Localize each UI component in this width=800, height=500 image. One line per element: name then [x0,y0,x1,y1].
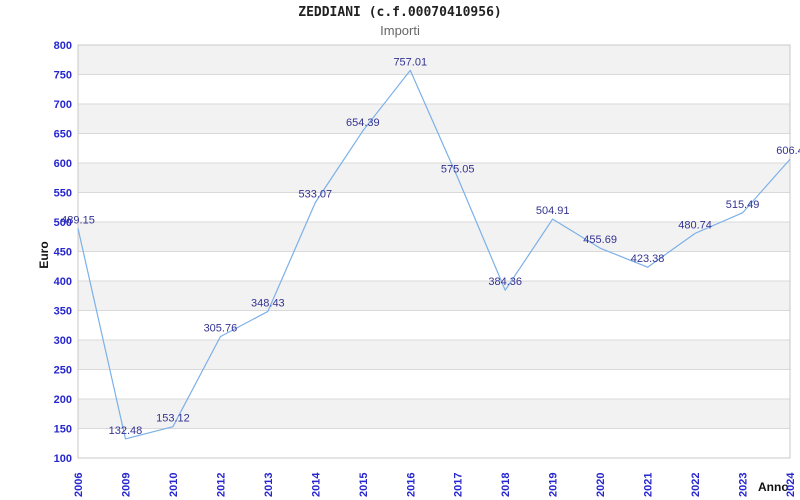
y-tick-label: 700 [54,99,72,111]
plot-band [78,104,790,134]
plot-band [78,340,790,370]
data-point-label: 533.07 [299,188,333,200]
y-tick-label: 800 [54,40,72,52]
y-tick-label: 600 [54,158,72,170]
y-tick-label: 300 [54,335,72,347]
data-point-label: 515.49 [726,199,760,211]
y-tick-label: 550 [54,188,72,200]
data-point-label: 575.05 [441,164,475,176]
x-tick-label: 2024 [785,472,797,497]
y-tick-label: 450 [54,247,72,259]
data-point-label: 384.36 [488,276,522,288]
x-tick-label: 2009 [120,473,132,497]
x-tick-label: 2012 [215,473,227,497]
y-tick-label: 200 [54,394,72,406]
data-point-label: 504.91 [536,205,570,217]
data-point-label: 606.4 [776,145,800,157]
x-tick-label: 2022 [690,473,702,497]
y-tick-label: 150 [54,424,72,436]
x-tick-label: 2019 [548,473,560,497]
plot-band [78,163,790,193]
y-tick-label: 350 [54,306,72,318]
x-tick-label: 2016 [405,473,417,497]
data-point-label: 489.15 [61,214,95,226]
chart-subtitle: Importi [380,23,420,38]
data-line [77,69,791,440]
data-point-label: 757.01 [393,56,427,68]
y-tick-label: 500 [54,217,72,229]
x-axis-title: Anno [758,480,789,494]
data-point-label: 455.69 [583,234,617,246]
x-tick-label: 2014 [310,472,322,497]
y-tick-label: 250 [54,365,72,377]
y-tick-label: 100 [54,453,72,465]
data-point-label: 654.39 [346,117,380,129]
chart-title: ZEDDIANI (c.f.00070410956) [298,5,502,20]
data-point-label: 348.43 [251,297,285,309]
data-point-label: 153.12 [156,413,190,425]
x-tick-label: 2023 [738,473,750,497]
x-tick-label: 2015 [358,473,370,497]
plot-band [78,45,790,75]
plot-border [77,44,791,459]
x-tick-label: 2006 [73,473,85,497]
data-point-label: 132.48 [109,425,143,437]
plot-band [78,399,790,429]
x-tick-label: 2018 [500,473,512,497]
y-tick-label: 650 [54,129,72,141]
plot-band [78,222,790,252]
y-tick-label: 750 [54,70,72,82]
x-tick-label: 2021 [643,473,655,497]
x-tick-label: 2017 [453,473,465,497]
x-tick-label: 2010 [168,473,180,497]
data-point-label: 305.76 [204,323,238,335]
x-tick-label: 2013 [263,473,275,497]
data-point-label: 423.38 [631,253,665,265]
x-tick-label: 2020 [595,473,607,497]
data-point-label: 480.74 [678,219,712,231]
plot-band [78,281,790,311]
y-tick-label: 400 [54,276,72,288]
